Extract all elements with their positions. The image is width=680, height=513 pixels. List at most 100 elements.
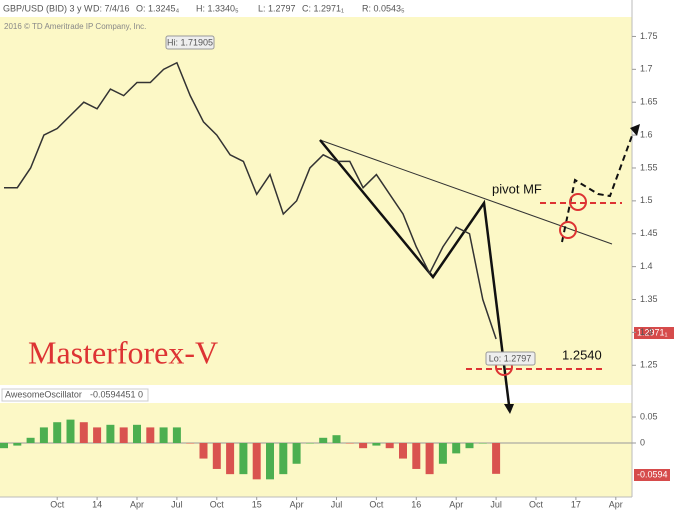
oscillator-bar (372, 442, 381, 446)
oscillator-bar (492, 442, 501, 474)
y-tick-label: 1.45 (640, 228, 658, 238)
y-tick-label: 1.4 (640, 261, 653, 271)
oscillator-bar (106, 424, 115, 443)
oscillator-bar (0, 442, 8, 449)
osc-title: AwesomeOscillator (5, 389, 82, 399)
marker-circle (569, 193, 587, 211)
oscillator-bar (359, 442, 368, 449)
oscillator-panel (0, 403, 632, 497)
oscillator-bar (412, 442, 421, 469)
marker-circle (559, 221, 577, 239)
oscillator-bar (478, 442, 487, 444)
price-line (4, 61, 497, 340)
copyright: 2016 © TD Ameritrade IP Company, Inc. (4, 22, 146, 31)
arrow-head (630, 124, 640, 136)
last-osc-box (634, 469, 670, 481)
y-tick-label: 1.25 (640, 360, 658, 370)
price-panel (0, 0, 632, 385)
range: R: 0.0543₅ (362, 3, 405, 13)
oscillator-bar (212, 442, 221, 469)
oscillator-bar (252, 442, 261, 480)
oscillator-bar (345, 442, 354, 444)
oscillator-bar (465, 442, 474, 449)
oscillator-bar (332, 435, 341, 443)
x-tick-label: Apr (130, 499, 144, 509)
brand: Masterforex-V (28, 334, 218, 370)
x-tick-label: 17 (571, 499, 581, 509)
last-price: 1.2971₁ (637, 327, 668, 337)
y-tick-label: 0 (640, 437, 645, 447)
oscillator-bar (119, 427, 128, 443)
y-tick-label: 1.3 (640, 327, 653, 337)
x-tick-label: Apr (609, 499, 623, 509)
osc-zero: 0 (138, 389, 143, 399)
oscillator-bar (266, 442, 274, 480)
y-tick-label: 1.7 (640, 64, 653, 74)
last-osc: -0.0594 (637, 469, 668, 479)
oscillator-bar (172, 427, 181, 443)
x-tick-label: Jul (331, 499, 343, 509)
low: L: 1.2797 (258, 3, 296, 13)
close: C: 1.2971₁ (302, 3, 344, 13)
x-tick-label: 15 (252, 499, 262, 509)
symbol: GBP/USD (BID) 3 y W (3, 3, 93, 13)
oscillator-bar (399, 442, 407, 459)
oscillator-bar (425, 442, 434, 475)
pivot-label: pivot MF (492, 181, 542, 196)
oscillator-bar (239, 442, 248, 475)
oscillator-bar (39, 427, 48, 443)
y-tick-label: 1.6 (640, 129, 653, 139)
x-tick-label: Apr (449, 499, 463, 509)
oscillator-bar (452, 442, 461, 454)
y-tick-label: 1.65 (640, 97, 658, 107)
x-tick-label: Apr (290, 499, 304, 509)
x-tick-label: Oct (210, 499, 225, 509)
x-tick-label: Oct (50, 499, 65, 509)
last-price-box (634, 327, 674, 339)
oscillator-bar (385, 442, 394, 449)
x-tick-label: Oct (529, 499, 544, 509)
arrow-head (504, 404, 514, 414)
oscillator-bar (53, 422, 62, 443)
oscillator-bar (93, 427, 102, 443)
level-label: 1.2540 (562, 347, 602, 362)
x-tick-label: Oct (369, 499, 384, 509)
oscillator-bar (133, 424, 141, 443)
header-bar (0, 0, 632, 17)
trend-line (319, 139, 613, 245)
oscillator-bar (319, 437, 328, 443)
oscillator-bar (159, 427, 168, 443)
open: O: 1.3245₄ (136, 3, 180, 13)
lo-label: Lo: 1.2797 (489, 353, 532, 363)
oscillator-bar (199, 442, 208, 459)
oscillator-bar (279, 442, 288, 475)
lo-box (485, 351, 536, 366)
date: D: 7/4/16 (93, 3, 130, 13)
oscillator-bar (438, 442, 447, 464)
y-tick-label: 1.5 (640, 195, 653, 205)
oscillator-bar (13, 442, 22, 446)
y-tick-label: 1.35 (640, 294, 658, 304)
x-tick-label: Jul (171, 499, 183, 509)
oscillator-bar (305, 442, 314, 444)
y-tick-label: 0.05 (640, 411, 658, 421)
oscillator-bar (186, 442, 195, 444)
y-tick-label: 1.75 (640, 31, 658, 41)
x-tick-label: 14 (92, 499, 102, 509)
oscillator-bar (226, 442, 235, 475)
hi-label: Hi: 1.71905 (167, 37, 213, 47)
osc-header (1, 388, 149, 402)
oscillator-bar (66, 419, 75, 443)
oscillator-bar (292, 442, 301, 464)
high: H: 1.3340₅ (196, 3, 239, 13)
oscillator-bar (79, 422, 88, 443)
osc-value: -0.0594451 (90, 389, 136, 399)
y-tick-label: 1.55 (640, 162, 658, 172)
oscillator-bar (26, 437, 35, 443)
x-tick-label: Jul (490, 499, 502, 509)
oscillator-bar (146, 427, 155, 443)
hi-box (165, 35, 215, 50)
wave-line (319, 139, 511, 406)
